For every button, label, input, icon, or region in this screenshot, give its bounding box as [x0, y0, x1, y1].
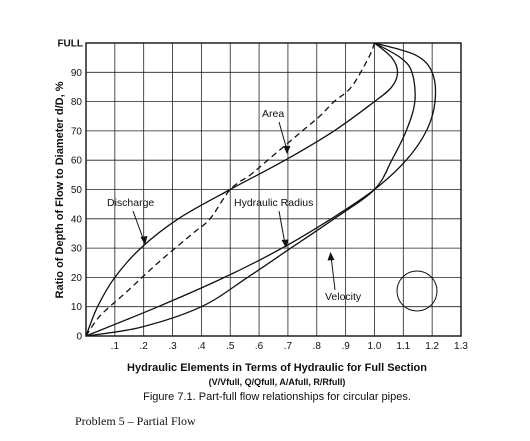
x-tick-label: .1 [111, 341, 120, 352]
velocity-leader [330, 255, 336, 291]
hydraulic-radius-leader [278, 210, 286, 245]
x-tick-label: 1.1 [396, 341, 410, 352]
tick-labels: 0 10 20 30 40 50 60 70 80 90 FULL .1 .2 .3 .4 .5 .6 .7 .8.… [57, 39, 468, 353]
highlight-circle [396, 270, 438, 312]
series-line-discharge [86, 43, 399, 336]
series-line-hydraulic-radius [86, 43, 437, 336]
area-arrowhead [283, 146, 291, 154]
annotation-velocity: Velocity [325, 291, 362, 303]
discharge-arrowhead [140, 236, 148, 245]
x-axis-title: Hydraulic Elements in Terms of Hydraulic… [127, 362, 427, 374]
x-tick-label: 1.2 [425, 341, 439, 352]
y-tick-label: 50 [71, 185, 83, 196]
x-tick-label: .2 [140, 341, 149, 352]
x-tick-label: .8 [313, 341, 322, 352]
y-tick-label: 30 [71, 244, 83, 255]
plot-frame [85, 42, 462, 337]
x-tick-label: 1.0 [368, 341, 382, 352]
figure-caption: Figure 7.1. Part-full flow relationships… [143, 391, 411, 403]
y-tick-label: 40 [71, 214, 83, 225]
series-line-area [86, 43, 376, 336]
x-tick-label: 1.3 [454, 341, 468, 352]
discharge-leader [132, 210, 145, 242]
series-curves [86, 43, 437, 336]
x-tick-label: .5 [226, 341, 235, 352]
y-axis-title: Ratio of Depth of Flow to Diameter d/D, … [54, 81, 66, 298]
y-tick-label: 10 [71, 302, 83, 313]
velocity-arrowhead [327, 252, 335, 261]
annotation-discharge: Discharge [107, 197, 154, 209]
x-tick-label: .4 [197, 341, 206, 352]
y-tick-label: 60 [71, 156, 83, 167]
area-leader [278, 121, 288, 151]
x-tick-label: .9 [341, 341, 350, 352]
y-tick-label: 90 [71, 68, 83, 79]
series-line-velocity [86, 43, 416, 336]
y-tick-label: 20 [71, 273, 83, 284]
annotation-area: Area [262, 108, 284, 120]
grid-lines [86, 43, 461, 336]
x-tick-label: .6 [255, 341, 264, 352]
y-tick-label: FULL [57, 39, 83, 50]
y-tick-label: 70 [71, 126, 83, 137]
y-tick-label: 0 [76, 332, 82, 343]
hydraulic-radius-arrowhead [281, 239, 289, 248]
x-tick-label: .7 [284, 341, 293, 352]
annotations: Area Discharge Hydraulic Radius Velocity [107, 108, 438, 312]
x-axis-subtitle: (V/Vfull, Q/Qfull, A/Afull, R/Rfull) [209, 377, 346, 387]
annotation-hydraulic-radius: Hydraulic Radius [234, 197, 313, 209]
x-tick-label: .3 [168, 341, 177, 352]
problem-heading: Problem 5 – Partial Flow [75, 414, 196, 428]
y-tick-label: 80 [71, 97, 83, 108]
